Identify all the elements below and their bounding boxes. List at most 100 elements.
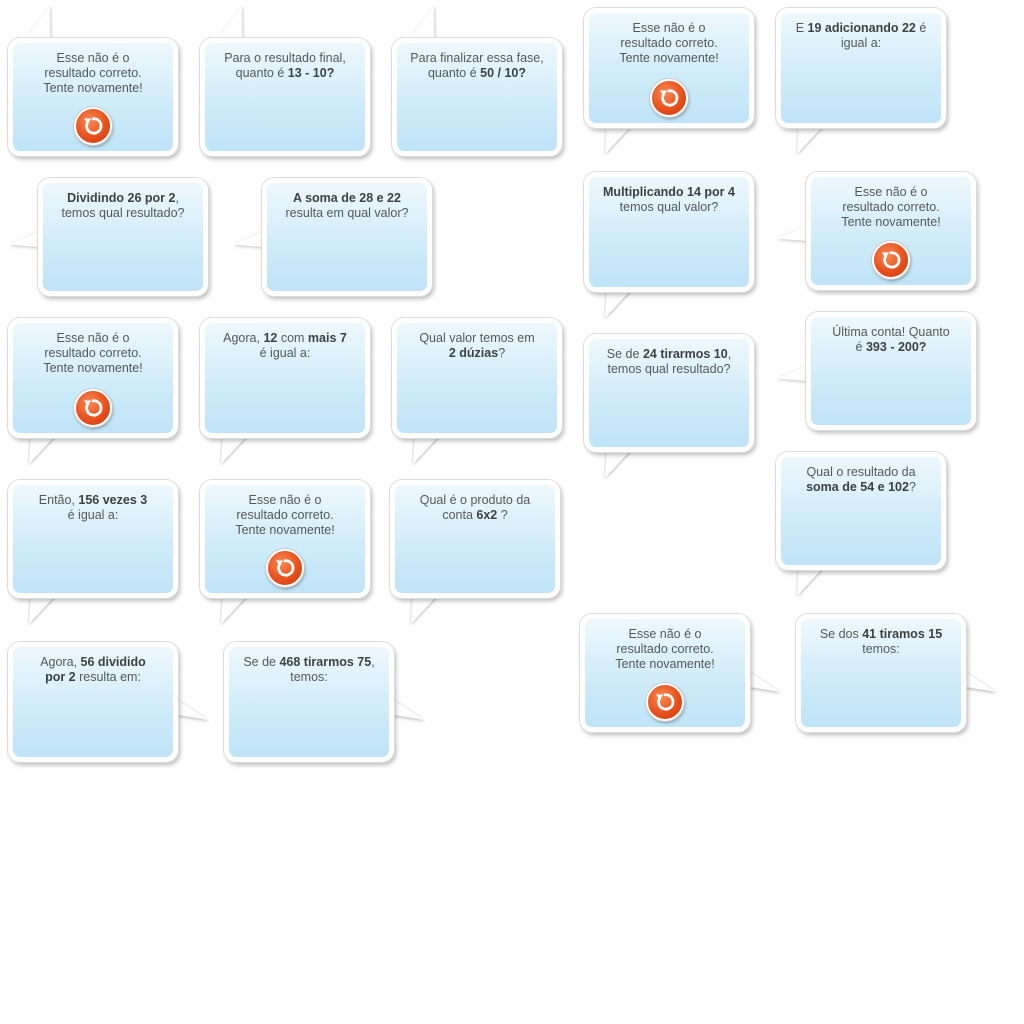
text-run: Agora, [223,331,264,345]
speech-bubble: Se dos 41 tiramos 15 temos: [796,614,966,732]
text-line: Dividindo 26 por 2, [49,191,197,206]
text-line: Última conta! Quanto [817,325,965,340]
text-run-bold: mais 7 [307,331,347,345]
speech-bubble: Dividindo 26 por 2, temos qual resultado? [38,178,208,296]
text-line: Tente novamente! [211,523,359,538]
text-run: é [855,340,866,354]
text-run: ? [498,346,506,360]
speech-bubble: Esse não é o resultado correto. Tente nova… [200,480,370,598]
text-run: Qual o resultado da [806,465,916,479]
text-run-bold: soma de 54 e 102 [806,480,909,494]
text-line: Se de 468 tirarmos 75, [235,655,383,670]
text-line: temos qual resultado? [49,206,197,221]
speech-bubble: Se de 468 tirarmos 75, temos: [224,642,394,762]
retry-arrow-icon [84,399,103,417]
question-text: Qual é o produto da conta 6x2 ? [401,493,549,523]
text-line: Tente novamente! [591,657,739,672]
text-line: temos: [807,642,955,657]
error-message: Esse não é o resultado correto. Tente nova… [591,627,739,672]
retry-arrow-icon [882,251,901,269]
speech-bubble: A soma de 28 e 22 resulta em qual valor? [262,178,432,296]
text-run: quanto é [235,66,288,80]
bubble-tail [24,6,70,40]
text-run: Agora, [40,655,81,669]
retry-button[interactable] [266,549,304,587]
error-message: Esse não é o resultado correto. Tente nova… [595,21,743,66]
text-run-bold: 393 - 200? [865,340,927,354]
text-run: , [371,655,375,669]
question-text: Qual valor temos em 2 dúzias? [403,331,551,361]
text-run: quanto é [427,66,481,80]
question-text: Para o resultado final, quanto é 13 - 10? [211,51,359,81]
text-run: E [795,21,808,35]
text-run: resultado correto. [236,508,334,522]
retry-button[interactable] [650,79,688,117]
retry-button[interactable] [646,683,684,721]
text-run: é igual a: [67,508,119,522]
text-run-bold: por 2 [45,670,76,684]
retry-button[interactable] [74,107,112,145]
text-line: resultado correto. [19,66,167,81]
text-run: ? [908,480,916,494]
speech-bubble: E 19 adicionando 22 é igual a: [776,8,946,128]
retry-button[interactable] [872,241,910,279]
text-run-bold: 468 tirarmos 75 [279,655,372,669]
text-run: resulta em: [75,670,141,684]
text-line: temos qual resultado? [595,362,743,377]
retry-arrow-icon [660,89,679,107]
question-text: Se dos 41 tiramos 15 temos: [807,627,955,657]
text-run: Qual valor temos em [419,331,535,345]
text-line: resultado correto. [211,508,359,523]
bubble-tail [216,6,262,40]
question-text: Para finalizar essa fase, quanto é 50 / 1… [403,51,551,81]
text-run: Tente novamente! [619,51,719,65]
text-line: Esse não é o [817,185,965,200]
text-line: igual a: [787,36,935,51]
text-run: resultado correto. [616,642,714,656]
retry-arrow-icon [84,117,103,135]
speech-bubble: Para o resultado final, quanto é 13 - 10? [200,38,370,156]
retry-button[interactable] [74,389,112,427]
text-line: soma de 54 e 102? [787,480,935,495]
speech-bubble: Esse não é o resultado correto. Tente nova… [806,172,976,290]
question-text: A soma de 28 e 22 resulta em qual valor? [273,191,421,221]
question-text: Multiplicando 14 por 4 temos qual valor? [595,185,743,215]
speech-bubble: Multiplicando 14 por 4 temos qual valor? [584,172,754,292]
text-line: resultado correto. [595,36,743,51]
speech-bubble: Se de 24 tirarmos 10, temos qual resultad… [584,334,754,452]
text-line: Qual valor temos em [403,331,551,346]
text-run-bold: 50 / 10? [480,66,526,80]
text-run: Esse não é o [632,21,706,35]
text-line: Tente novamente! [19,361,167,376]
text-run: Esse não é o [56,51,130,65]
text-run: Qual é o produto da [419,493,531,507]
bubble-tail [408,6,454,40]
text-run-bold: 19 adicionando 22 [807,21,916,35]
text-line: conta 6x2 ? [401,508,549,523]
speech-bubble: Qual valor temos em 2 dúzias? [392,318,562,438]
text-line: 2 dúzias? [403,346,551,361]
text-run: é [915,21,927,35]
text-run-bold: 24 tirarmos 10 [642,347,728,361]
text-line: Agora, 12 com mais 7 [211,331,359,346]
text-run: Se de [243,655,280,669]
text-line: quanto é 50 / 10? [403,66,551,81]
error-message: Esse não é o resultado correto. Tente nova… [211,493,359,538]
question-text: Dividindo 26 por 2, temos qual resultado? [49,191,197,221]
text-run: Última conta! Quanto [832,325,950,339]
text-line: Qual o resultado da [787,465,935,480]
text-run: Tente novamente! [841,215,941,229]
text-line: quanto é 13 - 10? [211,66,359,81]
text-run: Esse não é o [628,627,702,641]
question-text: Agora, 56 dividido por 2 resulta em: [19,655,167,685]
text-run-bold: 2 dúzias [448,346,499,360]
text-run-bold: 6x2 [476,508,498,522]
text-line: Esse não é o [591,627,739,642]
text-line: Esse não é o [19,331,167,346]
text-run: resultado correto. [842,200,940,214]
text-line: Se dos 41 tiramos 15 [807,627,955,642]
retry-arrow-icon [656,693,675,711]
